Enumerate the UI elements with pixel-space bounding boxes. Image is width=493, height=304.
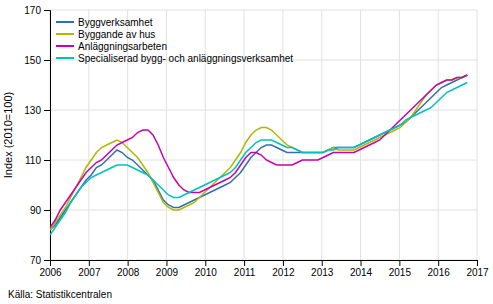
tick-label: 2010 (195, 267, 218, 278)
tick: 2017 (466, 260, 489, 278)
legend-label: Anläggningsarbeten (78, 41, 167, 52)
tick: 130 (24, 105, 50, 116)
tick: 2007 (78, 260, 101, 278)
tick: 2006 (39, 260, 62, 278)
legend-swatch (56, 57, 74, 59)
legend-label: Byggande av hus (78, 29, 155, 40)
tick-mark (477, 260, 478, 266)
tick: 2010 (195, 260, 218, 278)
tick-label: 2015 (389, 267, 412, 278)
grid-line-x (282, 10, 283, 260)
legend-item: Byggande av hus (56, 29, 155, 40)
tick: 150 (24, 55, 50, 66)
tick-label: 130 (24, 105, 41, 116)
series-line (50, 75, 467, 230)
tick-mark (399, 260, 400, 266)
y-axis-title: Index (2010=100) (2, 92, 14, 179)
legend: ByggverksamhetByggande av husAnläggnings… (56, 17, 293, 64)
grid-line-x (321, 10, 322, 260)
tick: 2015 (389, 260, 412, 278)
legend-label: Byggverksamhet (78, 17, 153, 28)
grid-line-y (50, 110, 477, 111)
legend-item: Specialiserad bygg- och anläggningsverks… (56, 53, 293, 64)
tick-label: 150 (24, 55, 41, 66)
y-axis: 70 90 110 130 150 170 (24, 5, 50, 266)
legend-swatch (56, 33, 74, 35)
legend-swatch (56, 45, 74, 47)
tick: 70 (30, 255, 50, 266)
grid-line-x (477, 10, 478, 260)
tick-label: 2017 (466, 267, 489, 278)
tick: 90 (30, 205, 50, 216)
grid-line-x (244, 10, 245, 260)
grid-line-y (50, 210, 477, 211)
tick-mark (244, 260, 245, 266)
tick-label: 70 (30, 255, 42, 266)
source-note: Källa: Statistikcentralen (8, 289, 112, 300)
grid-line-x (360, 10, 361, 260)
lines (50, 75, 467, 235)
tick-label: 90 (30, 205, 42, 216)
tick-label: 110 (25, 155, 41, 166)
tick-mark (44, 10, 50, 11)
grid-line-y (50, 10, 477, 11)
grid-line-x (205, 10, 206, 260)
axis-line (51, 261, 478, 267)
tick-mark (44, 110, 50, 111)
legend-item: Anläggningsarbeten (56, 41, 167, 52)
tick-label: 2012 (272, 267, 295, 278)
tick-label: 2006 (39, 267, 62, 278)
tick-label: 2016 (428, 267, 451, 278)
tick: 2013 (311, 260, 334, 278)
tick: 2014 (350, 260, 373, 278)
tick-mark (89, 260, 90, 266)
tick: 2016 (428, 260, 451, 278)
tick-mark (361, 260, 362, 266)
tick-mark (44, 60, 50, 61)
grid-line-y (50, 160, 477, 161)
tick-label: 2008 (117, 267, 140, 278)
tick-label: 2011 (234, 267, 256, 278)
axis-line (44, 11, 51, 261)
plot-area: 2006 2007 2008 2009 2010 2011 2012 2013 2014 2015… (24, 5, 489, 278)
tick-mark (322, 260, 323, 266)
grid (50, 10, 477, 260)
tick: 2012 (272, 260, 295, 278)
tick-label: 2014 (350, 267, 373, 278)
series-line (50, 75, 467, 228)
tick: 2008 (117, 260, 140, 278)
legend-item: Byggverksamhet (56, 17, 153, 28)
x-axis: 2006 2007 2008 2009 2010 2011 2012 2013 2014 2015… (39, 260, 489, 278)
tick-mark (438, 260, 439, 266)
tick-mark (283, 260, 284, 266)
legend-label: Specialiserad bygg- och anläggningsverks… (78, 53, 293, 64)
grid-line-x (399, 10, 400, 260)
grid-line-x (438, 10, 439, 260)
tick-label: 2009 (156, 267, 179, 278)
series-line (50, 75, 467, 230)
tick: 2011 (234, 260, 256, 278)
tick: 110 (25, 155, 50, 166)
series-line (50, 83, 467, 236)
legend-swatch (56, 21, 74, 23)
tick-mark (44, 210, 50, 211)
tick-mark (205, 260, 206, 266)
tick: 170 (24, 5, 50, 16)
tick: 2009 (156, 260, 179, 278)
tick-label: 2007 (78, 267, 101, 278)
tick-mark (44, 260, 50, 261)
tick-label: 2013 (311, 267, 334, 278)
tick-mark (44, 160, 50, 161)
tick-mark (166, 260, 167, 266)
tick-label: 170 (24, 5, 41, 16)
chart: 2006 2007 2008 2009 2010 2011 2012 2013 2014 2015… (0, 0, 493, 304)
tick-mark (128, 260, 129, 266)
